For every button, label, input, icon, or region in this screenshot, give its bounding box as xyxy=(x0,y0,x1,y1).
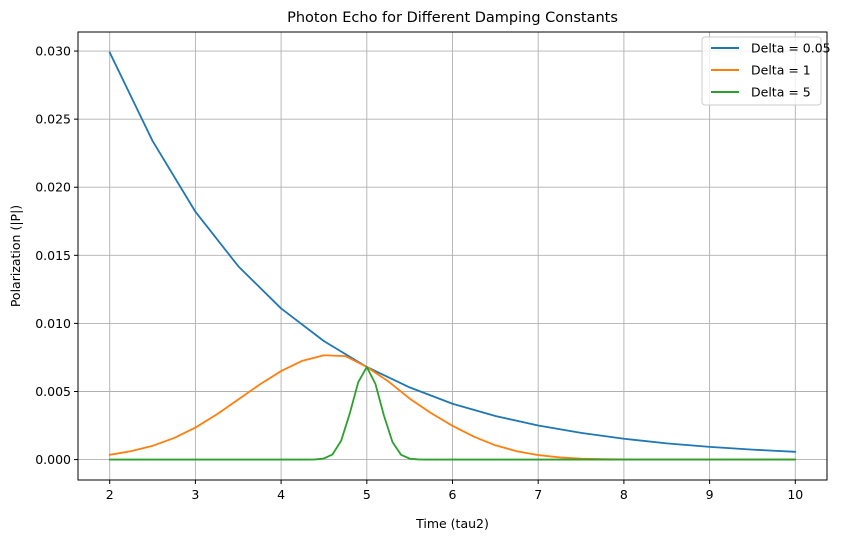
series-layer xyxy=(108,51,797,461)
legend-label-delta-1: Delta = 1 xyxy=(751,63,811,78)
y-tick-label: 0.025 xyxy=(35,112,71,127)
legend-box xyxy=(701,36,822,106)
x-axis-label: Time (tau2) xyxy=(415,516,489,531)
y-tick-label: 0.005 xyxy=(35,384,71,399)
x-tick-label: 5 xyxy=(363,487,371,502)
y-tick-label: 0.000 xyxy=(35,452,71,467)
x-tick-label: 4 xyxy=(277,487,285,502)
x-tick-label: 2 xyxy=(106,487,114,502)
x-tick-label: 8 xyxy=(620,487,628,502)
tick-layer: 2 3 4 5 6 7 8 9 10 0.000 0.005 0.010 0.015 0.020 0.025… xyxy=(35,44,803,502)
legend: Delta = 0.05 Delta = 1 Delta = 5 xyxy=(701,36,831,106)
x-tick-label: 7 xyxy=(534,487,542,502)
x-tick-label: 3 xyxy=(191,487,199,502)
series-line-delta-5 xyxy=(108,366,797,461)
legend-label-delta-0-05: Delta = 0.05 xyxy=(751,41,831,56)
y-tick-label: 0.020 xyxy=(35,180,71,195)
y-tick-label: 0.015 xyxy=(35,248,71,263)
y-tick-label: 0.010 xyxy=(35,316,71,331)
series-line-delta-0-05 xyxy=(108,51,797,453)
x-tick-label: 10 xyxy=(787,487,803,502)
y-axis-label: Polarization (|P|) xyxy=(8,205,23,307)
chart-title: Photon Echo for Different Damping Consta… xyxy=(287,10,618,26)
x-tick-label: 9 xyxy=(706,487,714,502)
x-tick-label: 6 xyxy=(449,487,457,502)
y-tick-label: 0.030 xyxy=(35,44,71,59)
legend-label-delta-5: Delta = 5 xyxy=(751,85,811,100)
